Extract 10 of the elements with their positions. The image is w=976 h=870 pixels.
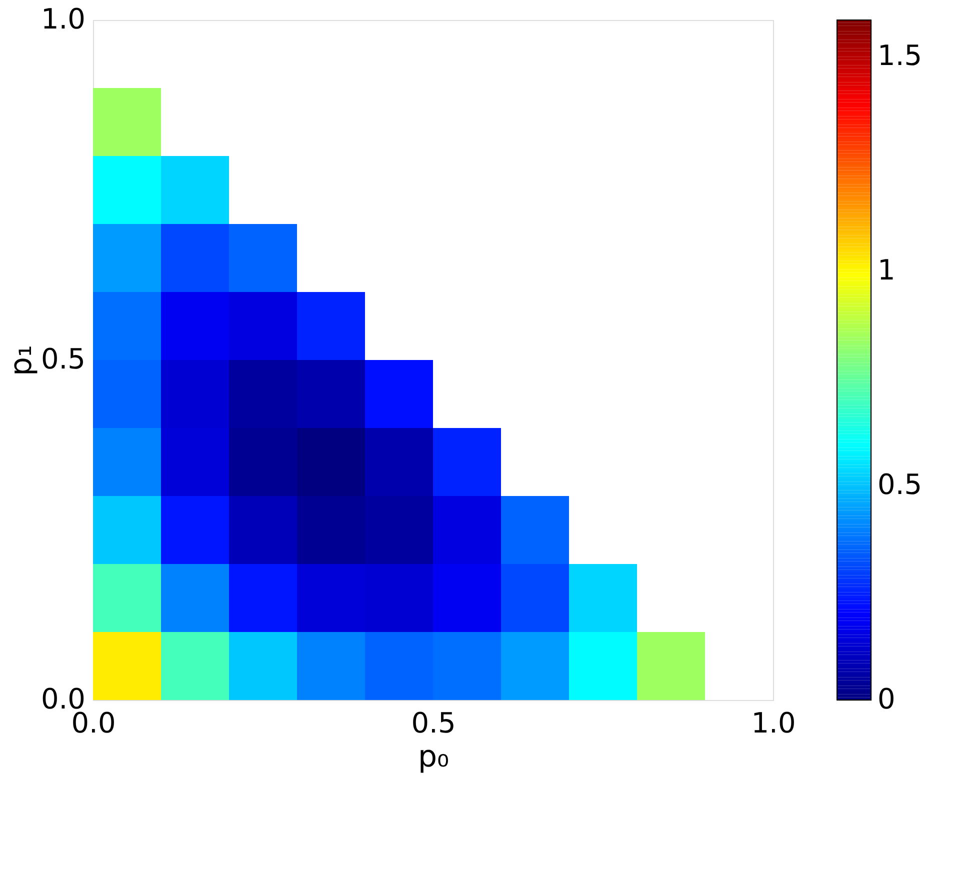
x-tick-label: 1.0 <box>751 706 796 740</box>
y-axis-title: p₁ <box>4 344 39 376</box>
color-bar-label: 1 <box>878 253 896 286</box>
color-bar-label: 1.5 <box>878 38 922 72</box>
color-bar-label: 0.5 <box>878 468 922 501</box>
x-axis-title: p₀ <box>418 740 450 774</box>
y-tick-label: 1.0 <box>40 2 86 36</box>
x-tick-label: 0.5 <box>411 706 456 740</box>
y-tick-label: 0.5 <box>40 342 86 376</box>
color-bar-label: 0 <box>878 682 896 716</box>
